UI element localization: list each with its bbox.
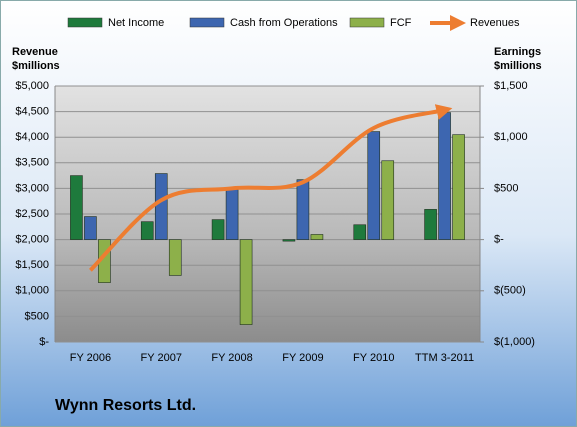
- chart-title: Wynn Resorts Ltd.: [55, 397, 196, 414]
- legend-swatch: [349, 17, 385, 28]
- bar: [424, 209, 437, 240]
- bar: [84, 216, 97, 240]
- bar: [70, 175, 83, 240]
- bar: [452, 134, 465, 240]
- x-tick-label: FY 2009: [282, 352, 323, 364]
- x-tick-label: FY 2007: [141, 352, 182, 364]
- y2-tick-label: $500: [494, 182, 518, 194]
- bar: [140, 221, 154, 240]
- y-axis-title: Revenue: [12, 46, 58, 58]
- x-tick-label: FY 2010: [353, 352, 394, 364]
- bar: [353, 224, 367, 240]
- y2-tick-label: $(1,000): [494, 336, 535, 348]
- legend-label: Net Income: [108, 17, 164, 29]
- y-tick-label: $4,500: [15, 106, 49, 118]
- y-tick-label: $1,000: [15, 285, 49, 297]
- x-tick-label: FY 2008: [211, 352, 252, 364]
- legend-label: Cash from Operations: [230, 17, 338, 29]
- bar: [310, 234, 324, 240]
- x-tick-label: TTM 3-2011: [415, 352, 474, 364]
- y2-axis-title: $millions: [494, 60, 542, 72]
- bar: [381, 160, 395, 240]
- y2-tick-label: $-: [494, 234, 504, 246]
- bar: [168, 239, 182, 276]
- y-tick-label: $1,500: [15, 259, 49, 271]
- bar: [296, 179, 310, 240]
- line: [89, 104, 453, 272]
- y2-tick-label: $1,500: [494, 80, 528, 92]
- bar: [225, 189, 239, 240]
- y2-axis-title: Earnings: [494, 46, 541, 58]
- y-tick-label: $4,000: [15, 131, 49, 143]
- y-tick-label: $-: [39, 336, 49, 348]
- bar: [211, 219, 225, 240]
- legend-label: Revenues: [470, 17, 520, 29]
- legend-swatch: [189, 17, 225, 28]
- y-tick-label: $500: [25, 310, 49, 322]
- bar: [282, 239, 296, 242]
- y2-tick-label: $1,000: [494, 131, 528, 143]
- y-axis-title: $millions: [12, 60, 60, 72]
- x-tick-label: FY 2006: [70, 352, 111, 364]
- y-tick-label: $5,000: [15, 80, 49, 92]
- legend-label: FCF: [390, 17, 412, 29]
- bar: [154, 173, 168, 240]
- y-tick-label: $2,000: [15, 234, 49, 246]
- bar: [367, 131, 381, 240]
- y-tick-label: $3,000: [15, 182, 49, 194]
- bar: [438, 112, 451, 240]
- y-tick-label: $2,500: [15, 208, 49, 220]
- bar: [239, 239, 253, 325]
- y2-tick-label: $(500): [494, 285, 526, 297]
- y-tick-label: $3,500: [15, 157, 49, 169]
- legend-swatch: [67, 17, 103, 28]
